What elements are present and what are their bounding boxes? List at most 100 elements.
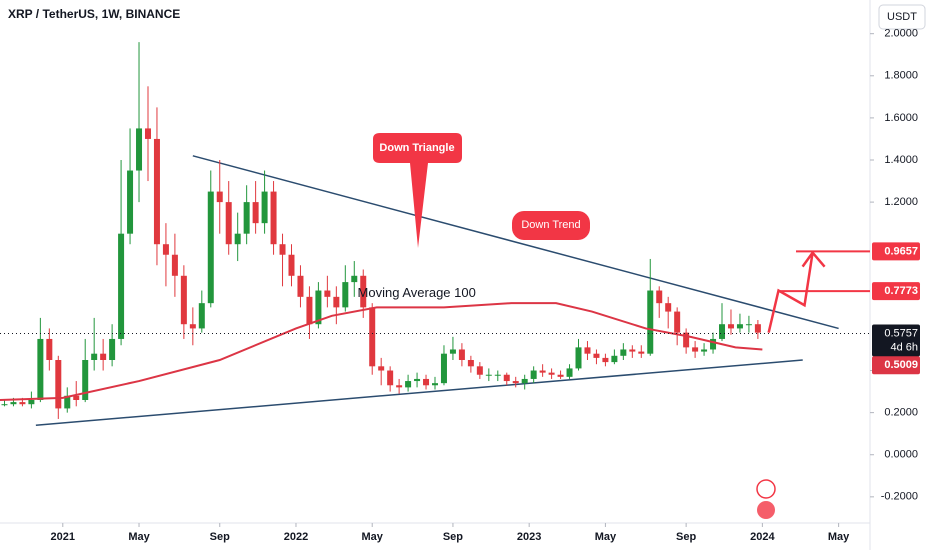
icon[interactable]: [756, 479, 776, 499]
price-label: 0.9657: [884, 245, 918, 257]
candle-body: [557, 374, 564, 377]
candle-body: [315, 290, 322, 325]
candle-body: [701, 349, 708, 352]
bottom-icons: [756, 479, 776, 519]
x-tick-label: May: [362, 531, 384, 543]
candle-body: [37, 338, 44, 400]
candle-body: [575, 347, 582, 369]
icon[interactable]: [757, 501, 775, 519]
last-price-box: [872, 324, 920, 357]
y-tick-label: -0.2000: [881, 491, 918, 503]
callout-shape: [373, 133, 462, 248]
candle-body: [503, 374, 510, 382]
candle-body: [665, 303, 672, 312]
moving-average: [0, 302, 763, 401]
candle-body: [189, 324, 196, 329]
candle-body: [611, 355, 618, 363]
x-tick-label: May: [595, 531, 617, 543]
candle-body: [252, 202, 259, 224]
y-tick-label: 1.2000: [884, 196, 918, 208]
y-tick-label: 1.8000: [884, 70, 918, 82]
price-label-box: [872, 242, 920, 261]
candle-body: [216, 191, 223, 203]
candle-body: [656, 290, 663, 304]
candle-body: [539, 370, 546, 373]
candle-body: [423, 378, 430, 386]
candle-body: [180, 275, 187, 325]
price-label: 0.7773: [884, 285, 918, 297]
y-tick-label: 0.0000: [884, 449, 918, 461]
candle-body: [243, 202, 250, 234]
candle-body: [279, 244, 286, 255]
moving-average-label: Moving Average 100: [358, 285, 476, 300]
candle-body: [521, 378, 528, 384]
callout-shape: [512, 211, 590, 240]
candle-body: [369, 307, 376, 367]
candle-body: [19, 402, 26, 405]
candle-body: [351, 275, 358, 283]
x-tick-label: Sep: [676, 531, 696, 543]
candle-body: [449, 349, 456, 354]
x-tick-label: Sep: [443, 531, 463, 543]
candle-body: [432, 383, 438, 386]
y-tick-label: 1.4000: [884, 154, 918, 166]
candle-body: [91, 353, 98, 360]
candle-body: [297, 275, 304, 297]
y-tick-label: 2.0000: [884, 28, 918, 40]
candle-body: [387, 370, 394, 386]
candle-body: [683, 332, 690, 348]
x-tick-label: 2024: [750, 531, 775, 543]
candle-body: [602, 357, 609, 363]
candle-body: [198, 303, 205, 329]
candle-body: [55, 360, 62, 409]
candle-body: [736, 324, 743, 329]
x-tick-label: May: [828, 531, 850, 543]
price-label-box: [872, 282, 920, 301]
candle-body: [584, 347, 591, 354]
y-tick-label: 1.6000: [884, 112, 918, 124]
candle-body: [629, 349, 636, 352]
candle-body: [288, 254, 295, 276]
candle-body: [153, 138, 160, 245]
plot: Moving Average 100: [0, 42, 870, 427]
candle-body: [692, 347, 699, 352]
candle-body: [396, 385, 403, 388]
candle-body: [566, 368, 573, 377]
candle-body: [593, 353, 600, 358]
currency-button[interactable]: [878, 4, 926, 30]
candle-body: [458, 349, 465, 360]
candle-body: [136, 128, 143, 171]
ma-price-label: 0.5009: [884, 359, 918, 371]
candle-body: [73, 395, 80, 400]
candle-body: [1, 404, 8, 406]
candle-body: [118, 233, 125, 339]
candle-body: [745, 324, 752, 326]
candle-body: [100, 353, 107, 360]
x-tick-label: 2022: [284, 531, 308, 543]
candle-body: [10, 402, 17, 405]
x-tick-label: 2021: [51, 531, 75, 543]
callout-down-triangle: Down Triangle: [373, 133, 462, 248]
candle-body: [378, 366, 385, 371]
candle-body: [360, 275, 367, 308]
candle-body: [548, 372, 555, 375]
candle-body: [162, 244, 169, 255]
candle-body: [109, 338, 116, 360]
candle-body: [710, 338, 717, 350]
candle-body: [530, 370, 537, 379]
annotation: Down Trend: [521, 219, 580, 231]
candle-body: [494, 374, 501, 376]
candle-body: [333, 296, 340, 308]
x-tick-label: May: [128, 531, 150, 543]
last-price-label: 0.5757: [884, 327, 918, 339]
candle-body: [674, 311, 681, 333]
candle-body: [476, 366, 483, 375]
candle-body: [485, 374, 492, 376]
trendline: [35, 359, 803, 427]
candle-body: [647, 290, 654, 354]
annotation: Down Triangle: [379, 142, 454, 154]
candle-body: [64, 395, 71, 409]
currency-label[interactable]: USDT: [887, 11, 917, 23]
callout-down-trend: Down Trend: [512, 211, 590, 240]
